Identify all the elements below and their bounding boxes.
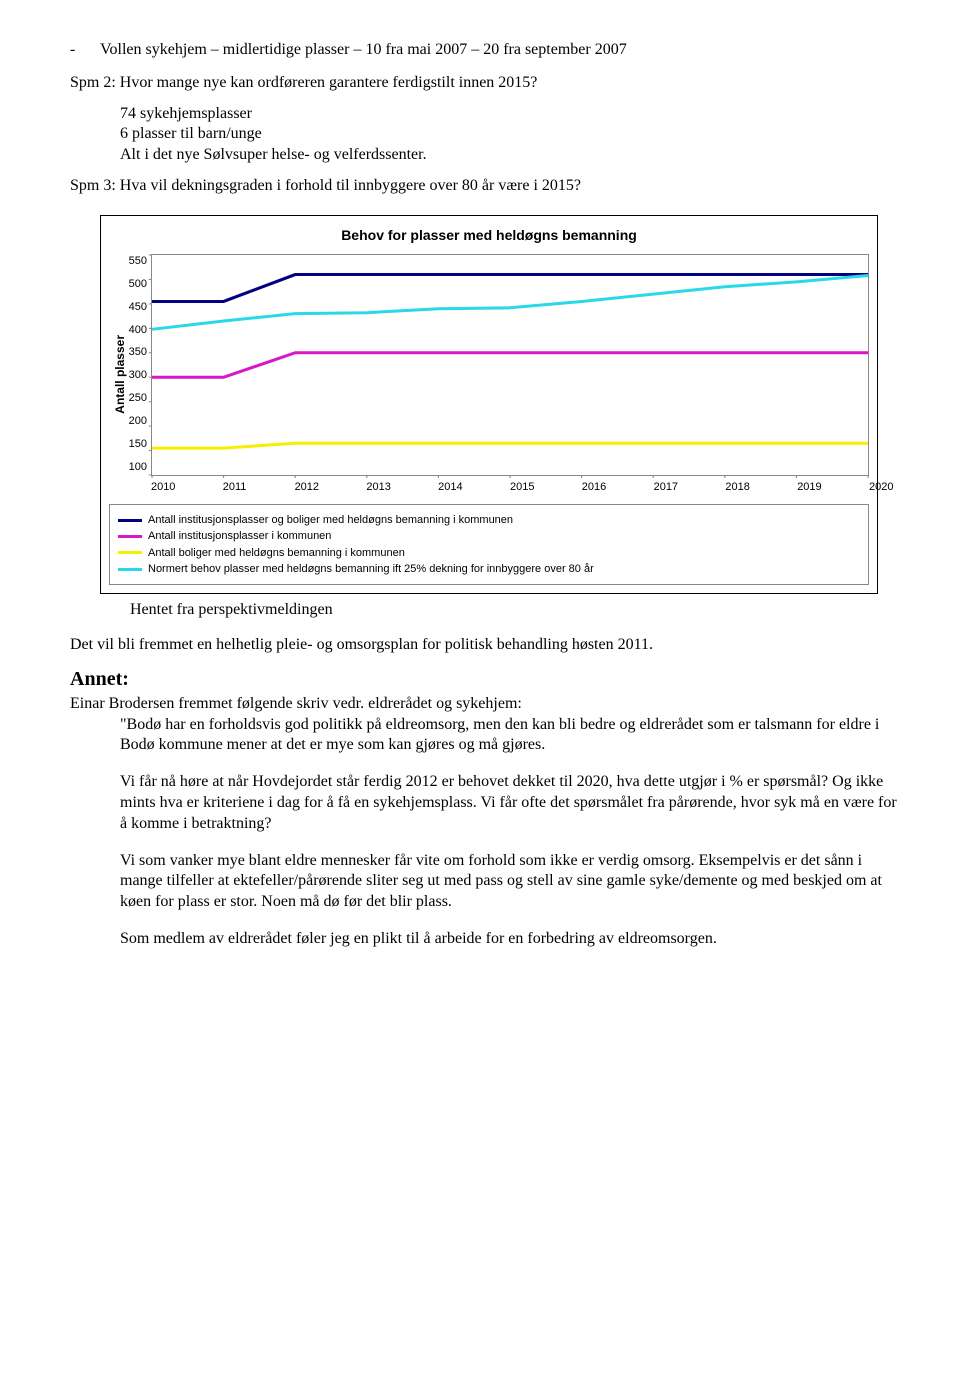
quote-p3: Vi som vanker mye blant eldre mennesker … — [120, 851, 900, 913]
y-tick-label: 200 — [129, 414, 147, 428]
bullet-dash: - — [70, 40, 100, 61]
y-tick-label: 150 — [129, 437, 147, 451]
paragraph-plan: Det vil bli fremmet en helhetlig pleie- … — [70, 635, 900, 656]
legend-item: Antall boliger med heldøgns bemanning i … — [118, 546, 860, 560]
chart-container: Behov for plasser med heldøgns bemanning… — [100, 215, 878, 594]
annet-heading: Annet: — [70, 666, 900, 692]
y-tick-label: 300 — [129, 368, 147, 382]
chart-caption: Hentet fra perspektivmeldingen — [130, 600, 900, 621]
quote-block: "Bodø har en forholdsvis god politikk på… — [120, 715, 900, 950]
legend-item: Antall institusjonsplasser og boliger me… — [118, 513, 860, 527]
quote-p1: "Bodø har en forholdsvis god politikk på… — [120, 715, 900, 757]
legend-item: Antall institusjonsplasser i kommunen — [118, 529, 860, 543]
answer-block: 74 sykehjemsplasser 6 plasser til barn/u… — [120, 104, 900, 166]
y-tick-label: 550 — [129, 254, 147, 268]
y-axis-ticks: 550 500 450 400 350 300 250 200 150 100 — [129, 254, 151, 474]
legend-label: Antall institusjonsplasser og boliger me… — [148, 513, 513, 527]
quote-p2: Vi får nå høre at når Hovdejordet står f… — [120, 772, 900, 834]
legend-swatch — [118, 535, 142, 538]
chart-plot — [151, 254, 869, 476]
legend-swatch — [118, 519, 142, 522]
annet-intro: Einar Brodersen fremmet følgende skriv v… — [70, 694, 900, 715]
chart-series-line — [152, 276, 868, 330]
bullet-text: Vollen sykehjem – midlertidige plasser –… — [100, 40, 627, 61]
chart-plot-area: Antall plasser 550 500 450 400 350 300 250 200 1… — [109, 254, 869, 494]
chart-svg — [152, 255, 868, 475]
legend-label: Antall institusjonsplasser i kommunen — [148, 529, 331, 543]
chart-series-line — [152, 353, 868, 377]
x-axis-ticks: 2010201120122013201420152016201720182019… — [151, 480, 869, 494]
y-tick-label: 250 — [129, 391, 147, 405]
answer-line-3: Alt i det nye Sølvsuper helse- og velfer… — [120, 145, 900, 166]
chart-legend: Antall institusjonsplasser og boliger me… — [109, 504, 869, 585]
y-tick-label: 500 — [129, 277, 147, 291]
y-tick-label: 400 — [129, 323, 147, 337]
legend-label: Normert behov plasser med heldøgns beman… — [148, 562, 594, 576]
bullet-list-item: - Vollen sykehjem – midlertidige plasser… — [70, 40, 900, 61]
question-spm2: Spm 2: Hvor mange nye kan ordføreren gar… — [70, 73, 900, 94]
question-spm3: Spm 3: Hva vil dekningsgraden i forhold … — [70, 176, 900, 197]
chart-series-line — [152, 443, 868, 448]
legend-item: Normert behov plasser med heldøgns beman… — [118, 562, 860, 576]
legend-label: Antall boliger med heldøgns bemanning i … — [148, 546, 405, 560]
quote-p4: Som medlem av eldrerådet føler jeg en pl… — [120, 929, 900, 950]
y-axis-label: Antall plasser — [109, 335, 129, 414]
answer-line-2: 6 plasser til barn/unge — [120, 124, 900, 145]
legend-swatch — [118, 551, 142, 554]
chart-title: Behov for plasser med heldøgns bemanning — [109, 226, 869, 244]
y-tick-label: 100 — [129, 460, 147, 474]
answer-line-1: 74 sykehjemsplasser — [120, 104, 900, 125]
plot-wrap: 2010201120122013201420152016201720182019… — [151, 254, 869, 494]
y-tick-label: 350 — [129, 345, 147, 359]
legend-swatch — [118, 568, 142, 571]
y-tick-label: 450 — [129, 300, 147, 314]
chart-series-line — [152, 275, 868, 302]
